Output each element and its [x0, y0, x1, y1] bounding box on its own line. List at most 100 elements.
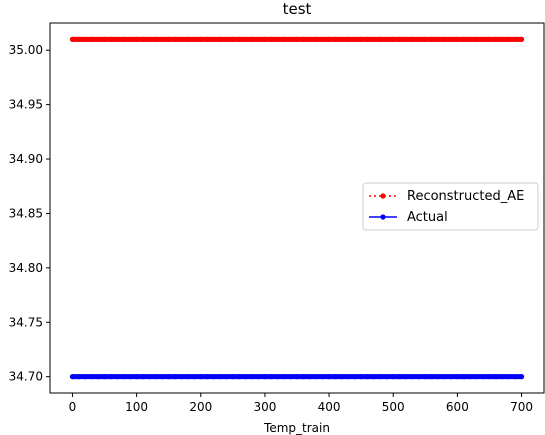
- x-tick-label: 0: [69, 400, 77, 414]
- data-point: [146, 36, 153, 42]
- data-point: [69, 36, 76, 42]
- data-point: [275, 36, 281, 42]
- legend: Reconstructed_AE Actual: [362, 182, 539, 231]
- data-point: [172, 36, 178, 42]
- data-point: [108, 374, 114, 380]
- data-point: [262, 36, 268, 42]
- data-point: [499, 36, 505, 42]
- data-point: [358, 374, 364, 380]
- data-point: [300, 36, 307, 42]
- data-point: [403, 374, 409, 380]
- data-point: [159, 36, 165, 42]
- data-point: [89, 36, 95, 42]
- data-point: [166, 374, 172, 380]
- data-point: [435, 374, 441, 380]
- x-tick-label: 100: [125, 400, 148, 414]
- data-point: [409, 374, 416, 380]
- data-point: [377, 374, 384, 380]
- data-point: [384, 374, 390, 380]
- data-point: [326, 374, 332, 380]
- data-point: [448, 36, 454, 42]
- data-point: [384, 36, 390, 42]
- data-point: [390, 374, 396, 380]
- data-point: [486, 36, 493, 42]
- data-point: [153, 36, 159, 42]
- legend-label: Actual: [407, 210, 448, 225]
- data-point: [467, 36, 473, 42]
- series-1: [69, 374, 525, 380]
- data-point: [275, 374, 281, 380]
- data-point: [230, 36, 236, 42]
- data-point: [300, 374, 307, 380]
- data-point: [493, 374, 499, 380]
- y-tick-label: 34.85: [9, 206, 43, 220]
- data-point: [441, 36, 448, 42]
- data-point: [223, 374, 230, 380]
- y-tick-label: 34.70: [9, 370, 43, 384]
- x-tick-label: 600: [446, 400, 469, 414]
- y-axis: 34.70 34.75 34.80 34.85 34.90 34.95 35.00: [9, 43, 50, 384]
- data-point: [403, 36, 409, 42]
- data-point: [172, 374, 178, 380]
- y-tick-label: 34.80: [9, 261, 43, 275]
- legend-entry-1: Actual: [369, 210, 448, 225]
- data-point: [397, 36, 403, 42]
- data-point: [435, 36, 441, 42]
- data-point: [506, 374, 512, 380]
- data-point: [422, 374, 428, 380]
- data-point: [281, 374, 287, 380]
- data-point: [454, 36, 460, 42]
- data-point: [76, 36, 82, 42]
- data-point: [210, 36, 217, 42]
- data-point: [339, 36, 345, 42]
- data-point: [243, 36, 249, 42]
- data-point: [320, 36, 326, 42]
- data-point: [76, 374, 82, 380]
- data-point: [377, 36, 384, 42]
- data-point: [281, 36, 287, 42]
- data-point: [461, 374, 467, 380]
- x-axis: 0 100 200 300 400 500 600 700: [69, 393, 533, 414]
- data-point: [127, 36, 133, 42]
- plot-area: [69, 36, 525, 380]
- data-point: [191, 374, 197, 380]
- data-point: [448, 374, 454, 380]
- data-point: [166, 36, 172, 42]
- data-point: [422, 36, 428, 42]
- data-point: [474, 374, 480, 380]
- data-point: [364, 374, 371, 380]
- y-tick-label: 35.00: [9, 43, 43, 57]
- data-point: [140, 36, 146, 42]
- data-point: [101, 36, 108, 42]
- data-point: [223, 36, 230, 42]
- data-point: [345, 36, 351, 42]
- data-point: [268, 36, 274, 42]
- data-point: [95, 36, 101, 42]
- legend-entry-0: Reconstructed_AE: [369, 189, 524, 204]
- data-point: [114, 374, 120, 380]
- legend-marker: [380, 214, 386, 220]
- y-tick-label: 34.90: [9, 152, 43, 166]
- data-point: [140, 374, 146, 380]
- data-point: [153, 374, 159, 380]
- data-point: [101, 374, 108, 380]
- data-point: [121, 36, 127, 42]
- data-point: [409, 36, 416, 42]
- data-point: [499, 374, 505, 380]
- x-tick-label: 500: [382, 400, 405, 414]
- data-point: [486, 374, 493, 380]
- data-point: [364, 36, 371, 42]
- data-point: [461, 36, 467, 42]
- data-point: [268, 374, 274, 380]
- data-point: [467, 374, 473, 380]
- data-point: [332, 374, 339, 380]
- data-point: [512, 374, 518, 380]
- data-point: [493, 36, 499, 42]
- x-tick-label: 400: [318, 400, 341, 414]
- data-point: [191, 36, 197, 42]
- data-point: [307, 374, 313, 380]
- x-tick-label: 200: [189, 400, 212, 414]
- data-point: [294, 374, 300, 380]
- data-point: [255, 374, 262, 380]
- data-point: [178, 36, 185, 42]
